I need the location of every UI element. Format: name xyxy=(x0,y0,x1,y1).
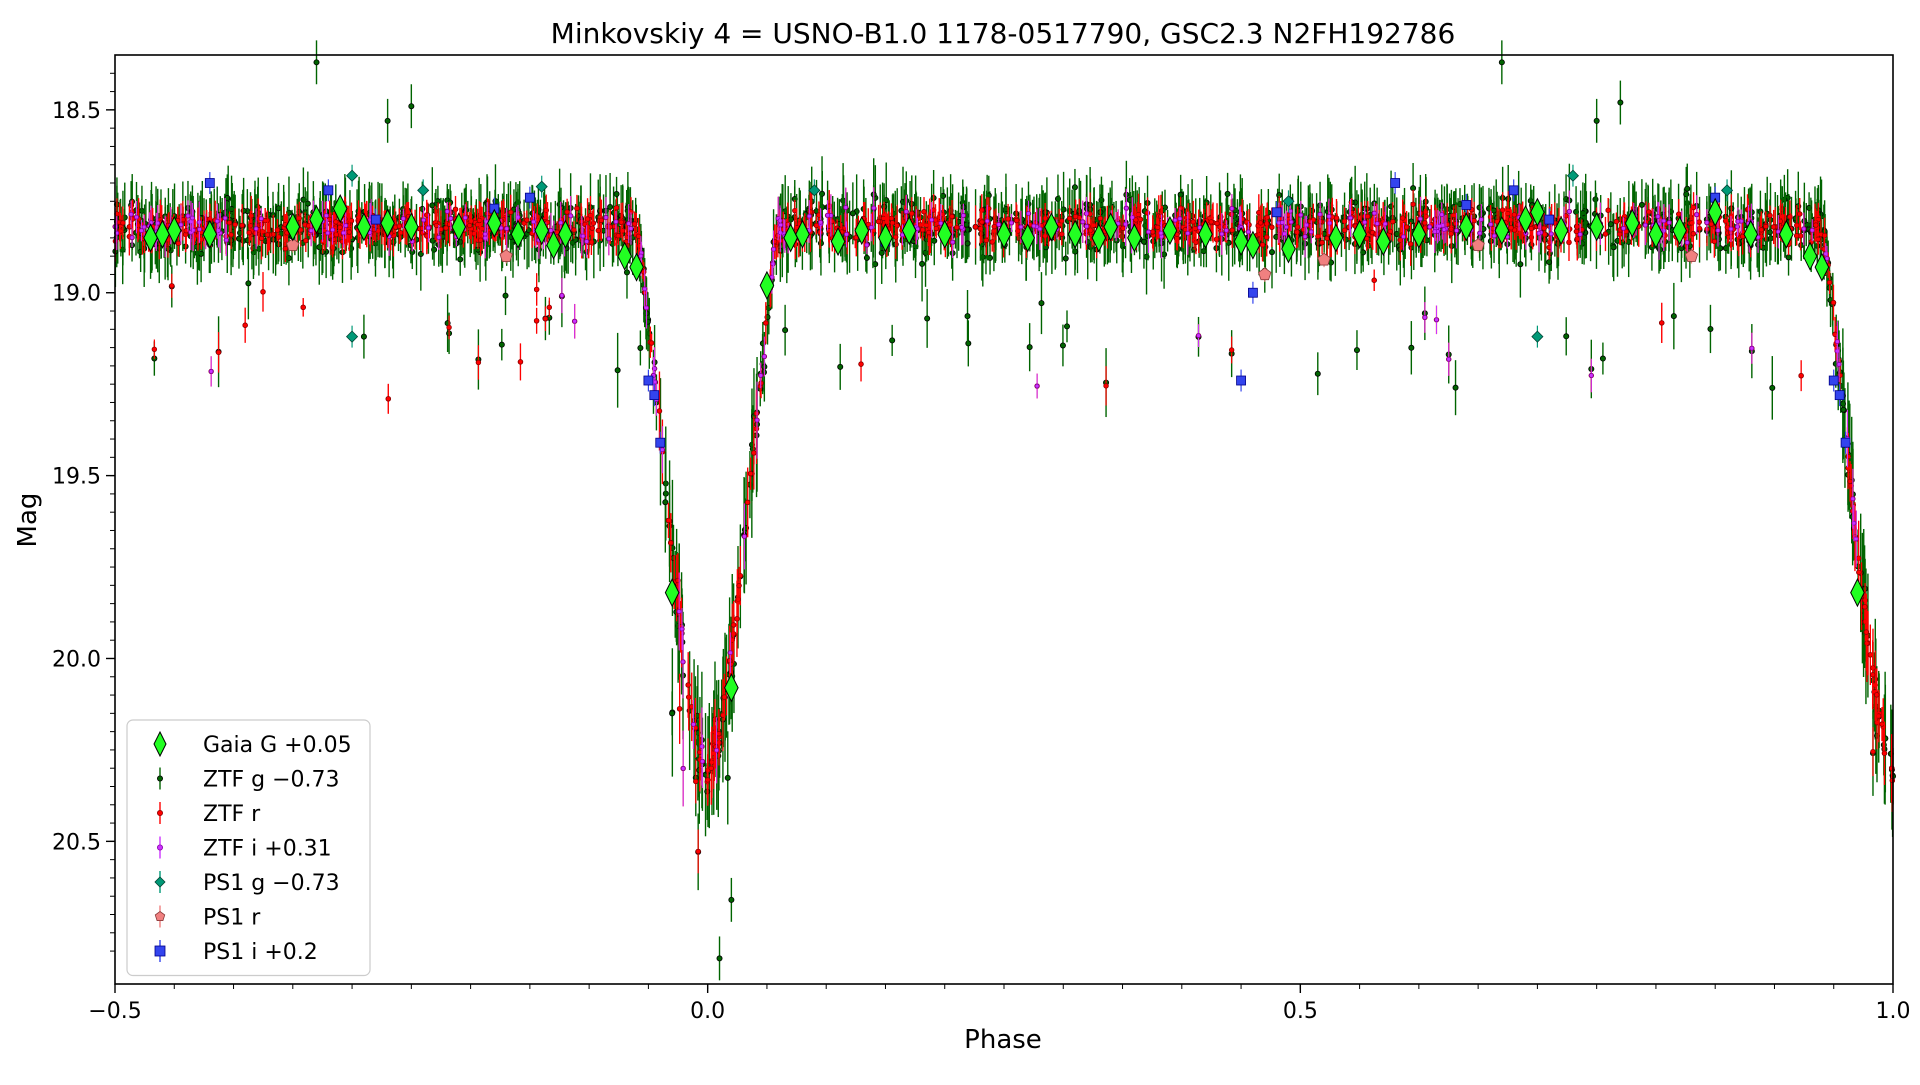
data-point xyxy=(614,191,619,196)
data-point xyxy=(1354,347,1359,352)
data-point xyxy=(966,341,971,346)
data-point xyxy=(385,118,390,123)
data-point xyxy=(1770,385,1775,390)
data-point xyxy=(1064,324,1069,329)
data-point xyxy=(1229,348,1234,353)
data-point xyxy=(1685,186,1690,191)
data-point xyxy=(670,711,675,716)
data-point xyxy=(1547,259,1552,264)
data-point xyxy=(458,257,463,262)
data-point xyxy=(447,325,452,330)
data-point xyxy=(1799,243,1804,248)
data-point xyxy=(1611,245,1616,250)
data-point xyxy=(864,255,869,260)
data-point xyxy=(1671,314,1676,319)
data-point xyxy=(1225,191,1230,196)
data-point xyxy=(729,897,734,902)
data-point xyxy=(979,231,984,236)
data-point xyxy=(1059,219,1064,224)
data-point xyxy=(919,261,924,266)
data-layer xyxy=(113,40,1896,980)
data-point xyxy=(246,281,251,286)
data-point xyxy=(1543,232,1548,237)
data-point xyxy=(850,211,855,216)
data-point xyxy=(1072,185,1077,190)
data-point xyxy=(1316,234,1321,239)
chart-title: Minkovskiy 4 = USNO-B1.0 1178-0517790, G… xyxy=(551,17,1456,50)
data-point xyxy=(1043,245,1048,250)
data-point xyxy=(663,500,668,505)
data-point xyxy=(340,239,345,244)
data-point xyxy=(430,203,435,208)
data-point xyxy=(638,345,643,350)
data-point xyxy=(1639,202,1644,207)
data-point xyxy=(1145,211,1150,216)
data-point xyxy=(1409,219,1414,224)
data-point xyxy=(932,238,937,243)
data-point xyxy=(1098,216,1103,221)
data-point xyxy=(783,328,788,333)
data-point xyxy=(838,364,843,369)
data-point xyxy=(216,350,221,355)
data-point xyxy=(1411,202,1416,207)
data-point xyxy=(503,293,508,298)
data-point xyxy=(1600,356,1605,361)
data-point xyxy=(169,283,174,288)
data-point xyxy=(1063,256,1068,261)
data-point xyxy=(305,201,310,206)
data-point xyxy=(1178,192,1183,197)
data-point xyxy=(696,849,701,854)
series-1 xyxy=(113,40,1896,980)
data-point xyxy=(608,204,613,209)
data-point xyxy=(1269,250,1274,255)
data-point xyxy=(890,338,895,343)
data-point xyxy=(1684,192,1689,197)
data-point xyxy=(1060,343,1065,348)
data-point xyxy=(409,104,414,109)
data-point xyxy=(317,244,322,249)
data-point xyxy=(1841,407,1846,412)
data-point xyxy=(1039,300,1044,305)
data-point xyxy=(965,314,970,319)
data-point xyxy=(1708,326,1713,331)
data-point xyxy=(1564,334,1569,339)
data-point xyxy=(1786,255,1791,260)
data-point xyxy=(973,225,978,230)
data-point xyxy=(1499,60,1504,65)
data-point xyxy=(361,334,366,339)
data-point xyxy=(1453,385,1458,390)
data-point xyxy=(717,956,722,961)
data-point xyxy=(1518,262,1523,267)
data-point xyxy=(1768,236,1773,241)
data-point xyxy=(314,60,319,65)
data-point xyxy=(1767,230,1772,235)
data-point xyxy=(1409,345,1414,350)
data-point xyxy=(1315,371,1320,376)
data-point xyxy=(1295,230,1300,235)
data-point xyxy=(725,775,730,780)
data-point xyxy=(964,222,969,227)
data-point xyxy=(1201,249,1206,254)
data-point xyxy=(499,342,504,347)
data-point xyxy=(925,316,930,321)
data-point xyxy=(1608,222,1613,227)
data-point xyxy=(1594,118,1599,123)
data-point xyxy=(965,241,970,246)
data-point xyxy=(1449,243,1454,248)
data-point xyxy=(1141,239,1146,244)
data-point xyxy=(1027,345,1032,350)
data-point xyxy=(1618,100,1623,105)
data-point xyxy=(615,368,620,373)
series-2 xyxy=(113,187,1895,873)
